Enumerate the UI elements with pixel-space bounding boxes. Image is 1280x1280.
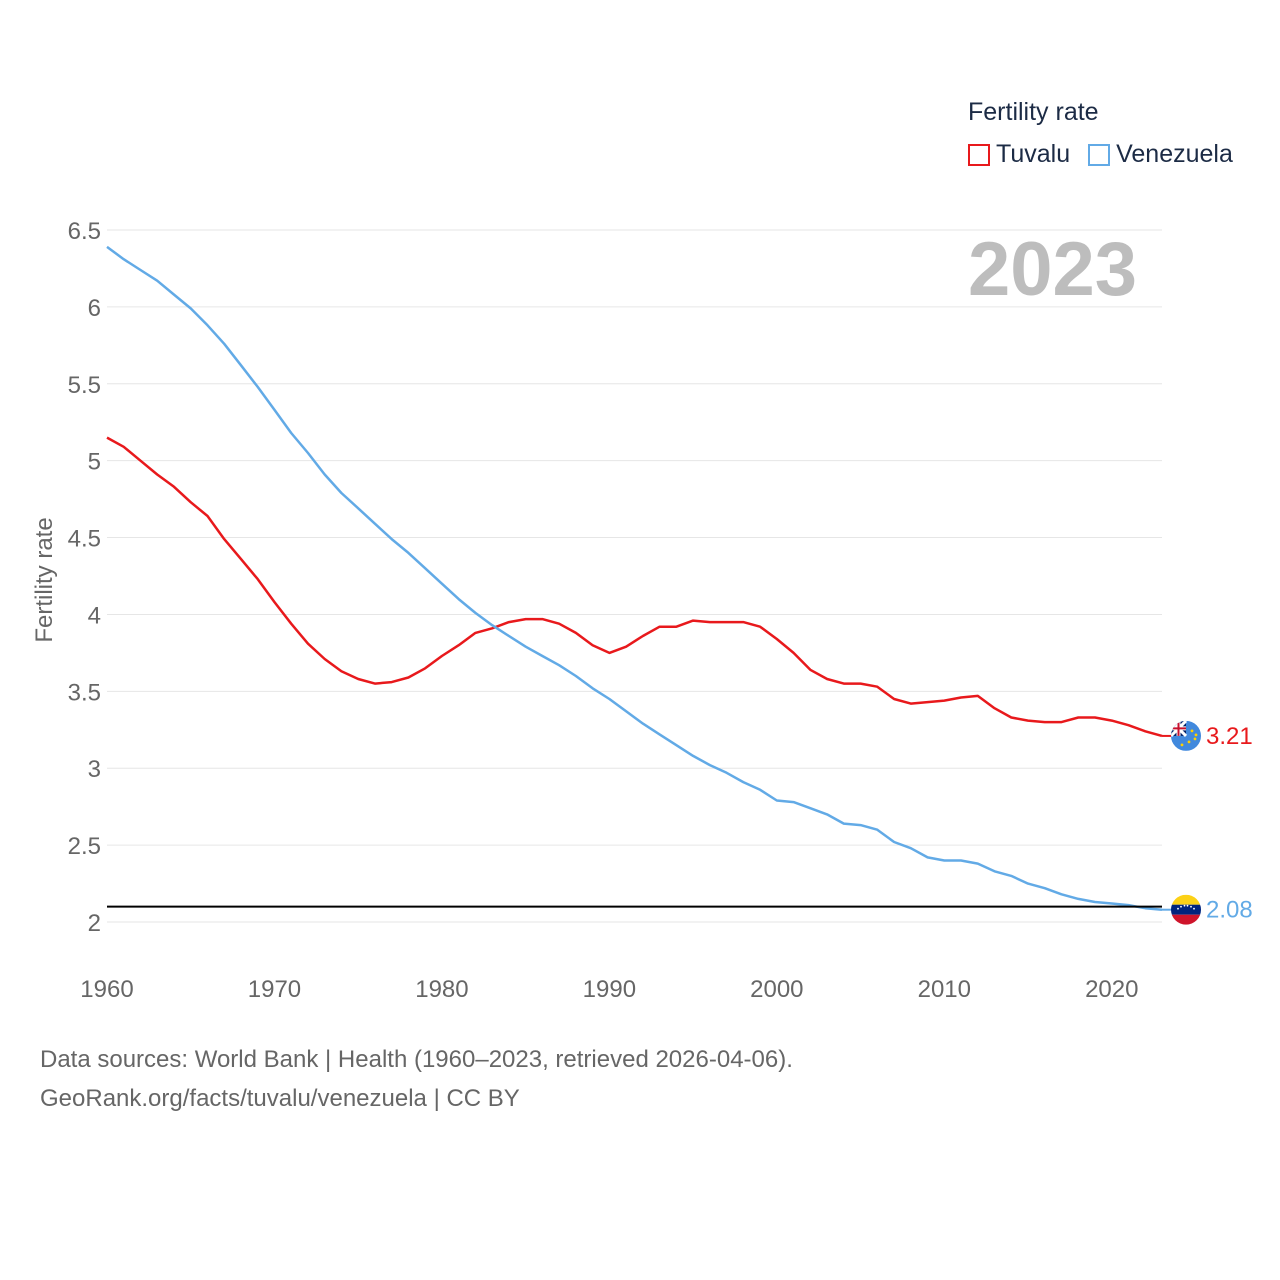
x-tick-label: 2010 bbox=[918, 976, 971, 1003]
tuvalu-flag-icon bbox=[1171, 720, 1201, 751]
legend-item-venezuela[interactable]: Venezuela bbox=[1088, 140, 1233, 169]
x-tick-label: 1980 bbox=[415, 976, 468, 1003]
x-tick-label: 1970 bbox=[248, 976, 301, 1003]
series-group bbox=[106, 245, 1163, 911]
y-tick-label: 4.5 bbox=[68, 526, 101, 553]
y-tick-label: 5 bbox=[88, 449, 101, 476]
x-tick-label: 2020 bbox=[1085, 976, 1138, 1003]
end-markers: 3.21 2.08 bbox=[1162, 720, 1253, 925]
series-line-venezuela[interactable] bbox=[106, 245, 1163, 911]
series-line-tuvalu[interactable] bbox=[106, 436, 1163, 738]
tuvalu-end-label: 3.21 bbox=[1206, 723, 1253, 750]
y-tick-label: 5.5 bbox=[68, 372, 101, 399]
venezuela-end-label: 2.08 bbox=[1206, 897, 1253, 924]
y-tick-label: 2.5 bbox=[68, 833, 101, 860]
legend: Tuvalu Venezuela bbox=[968, 140, 1251, 169]
y-tick-label: 2 bbox=[88, 910, 101, 937]
year-label: 2023 bbox=[968, 227, 1138, 312]
x-tick-label: 1990 bbox=[583, 976, 636, 1003]
legend-label-venezuela: Venezuela bbox=[1116, 140, 1233, 168]
legend-swatch-venezuela bbox=[1088, 143, 1111, 166]
legend-label-tuvalu: Tuvalu bbox=[996, 140, 1071, 168]
y-tick-label: 6.5 bbox=[68, 218, 101, 245]
x-tick-label: 2000 bbox=[750, 976, 803, 1003]
grid-lines bbox=[107, 229, 1162, 923]
y-tick-label: 3.5 bbox=[68, 679, 101, 706]
legend-swatch-tuvalu bbox=[968, 143, 990, 166]
source-line-1: Data sources: World Bank | Health (1960–… bbox=[40, 1046, 793, 1073]
y-tick-label: 6 bbox=[88, 295, 101, 322]
source-line-2[interactable]: GeoRank.org/facts/tuvalu/venezuela | CC … bbox=[40, 1085, 520, 1112]
y-tick-label: 4 bbox=[88, 602, 101, 629]
y-axis-label: Fertility rate bbox=[31, 517, 58, 642]
venezuela-flag-icon bbox=[1171, 894, 1201, 925]
legend-title: Fertility rate bbox=[968, 98, 1099, 126]
y-axis-ticks: 2 2.5 3 3.5 4 4.5 5 5.5 6 6.5 bbox=[68, 218, 101, 937]
y-tick-label: 3 bbox=[88, 756, 101, 783]
x-axis-ticks: 1960 1970 1980 1990 2000 2010 2020 bbox=[80, 976, 1138, 1003]
x-tick-label: 1960 bbox=[80, 976, 133, 1003]
legend-item-tuvalu[interactable]: Tuvalu bbox=[968, 140, 1070, 169]
